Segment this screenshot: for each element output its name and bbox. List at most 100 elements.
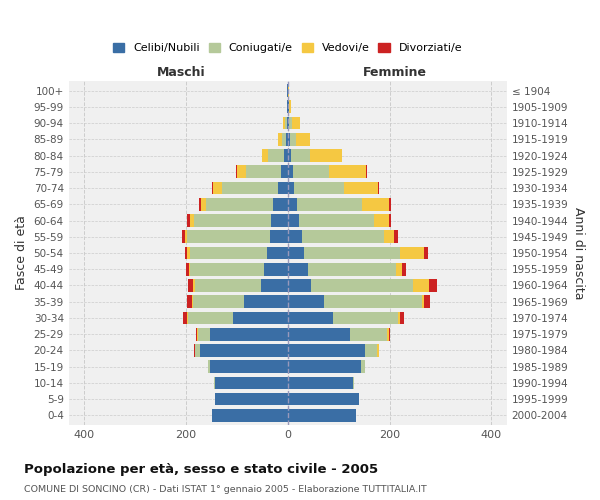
Bar (261, 279, 287, 292)
Bar (223, 182, 278, 194)
Bar (270, 230, 287, 243)
Text: COMUNE DI SONCINO (CR) - Dati ISTAT 1° gennaio 2005 - Elaborazione TUTTITALIA.IT: COMUNE DI SONCINO (CR) - Dati ISTAT 1° g… (24, 485, 427, 494)
Bar (237, 166, 247, 178)
Text: Maschi: Maschi (157, 66, 205, 79)
Legend: Celibi/Nubili, Coniugati/e, Vedovi/e, Divorziati/e: Celibi/Nubili, Coniugati/e, Vedovi/e, Di… (109, 38, 467, 58)
Bar (201, 198, 206, 210)
Bar (400, 312, 404, 324)
Bar (310, 149, 341, 162)
Bar (268, 246, 287, 260)
Bar (281, 166, 287, 178)
Bar (287, 360, 361, 373)
Bar (365, 344, 377, 357)
Bar (296, 133, 310, 145)
Bar (214, 182, 223, 194)
Bar (288, 84, 289, 97)
Bar (287, 230, 302, 243)
Bar (287, 296, 325, 308)
Bar (244, 296, 287, 308)
Bar (287, 344, 365, 357)
Bar (187, 312, 188, 324)
Y-axis label: Fasce di età: Fasce di età (15, 216, 28, 290)
Bar (278, 182, 287, 194)
Bar (287, 214, 299, 227)
Bar (214, 376, 215, 389)
Bar (233, 312, 287, 324)
Bar (187, 296, 192, 308)
Bar (264, 263, 287, 276)
Bar (200, 344, 287, 357)
Bar (193, 279, 195, 292)
Bar (271, 214, 287, 227)
Bar (183, 312, 187, 324)
Bar (188, 279, 193, 292)
Bar (194, 214, 271, 227)
Bar (210, 360, 287, 373)
Bar (332, 312, 398, 324)
Bar (302, 230, 385, 243)
Bar (185, 246, 187, 260)
Bar (422, 296, 424, 308)
Bar (193, 296, 244, 308)
Bar (374, 214, 389, 227)
Bar (206, 198, 274, 210)
Bar (329, 166, 366, 178)
Bar (187, 246, 190, 260)
Bar (185, 230, 187, 243)
Bar (287, 116, 289, 130)
Bar (353, 376, 354, 389)
Bar (287, 263, 308, 276)
Bar (389, 198, 391, 210)
Bar (394, 230, 398, 243)
Bar (195, 344, 200, 357)
Bar (362, 198, 389, 210)
Bar (287, 279, 311, 292)
Bar (308, 263, 395, 276)
Bar (293, 166, 329, 178)
Bar (268, 149, 284, 162)
Bar (182, 230, 185, 243)
Bar (350, 328, 386, 340)
Bar (398, 312, 400, 324)
Bar (292, 116, 300, 130)
Bar (289, 116, 292, 130)
Bar (402, 263, 406, 276)
Bar (395, 263, 402, 276)
Bar (385, 230, 394, 243)
Bar (366, 166, 367, 178)
Bar (187, 230, 270, 243)
Y-axis label: Anni di nascita: Anni di nascita (572, 206, 585, 299)
Bar (287, 166, 293, 178)
Bar (304, 246, 400, 260)
Bar (287, 328, 350, 340)
Bar (287, 198, 297, 210)
Bar (195, 279, 261, 292)
Bar (194, 344, 195, 357)
Bar (189, 263, 190, 276)
Bar (287, 182, 294, 194)
Bar (215, 393, 287, 406)
Bar (287, 376, 353, 389)
Bar (289, 100, 291, 113)
Bar (424, 246, 428, 260)
Bar (236, 166, 237, 178)
Bar (311, 279, 413, 292)
Bar (274, 198, 287, 210)
Bar (210, 328, 287, 340)
Bar (212, 409, 287, 422)
Bar (208, 360, 210, 373)
Bar (283, 116, 284, 130)
Bar (377, 344, 379, 357)
Bar (197, 328, 198, 340)
Bar (192, 296, 193, 308)
Bar (284, 116, 287, 130)
Bar (386, 328, 389, 340)
Bar (190, 214, 194, 227)
Bar (187, 263, 189, 276)
Bar (400, 246, 424, 260)
Bar (287, 133, 290, 145)
Bar (262, 149, 268, 162)
Bar (287, 409, 356, 422)
Bar (287, 246, 304, 260)
Bar (281, 133, 286, 145)
